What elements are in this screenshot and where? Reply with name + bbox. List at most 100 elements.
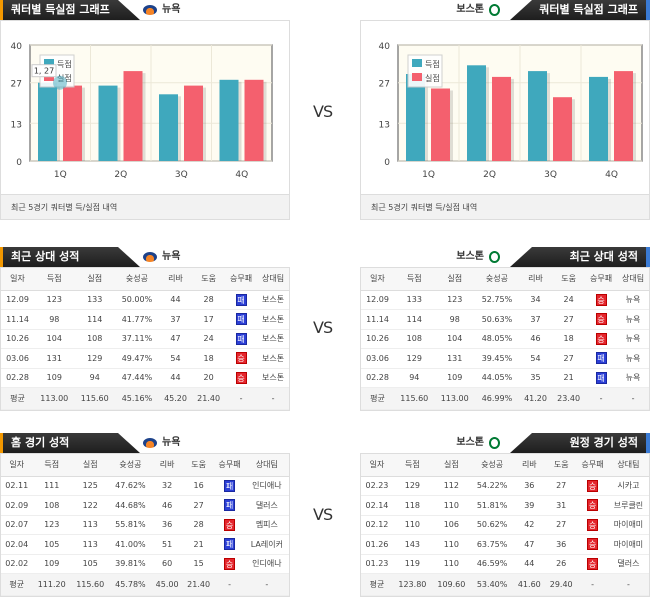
table-cell: 44 (513, 554, 546, 574)
column-header: 실점 (431, 454, 471, 477)
recent-right-panel: 최근 상대 성적 보스톤 일자 득점 실점 슛성공 리바 도움 승무패 상대팀 12.09 133… (360, 247, 650, 411)
average-row: 평균 115.60 113.00 46.99% 41.20 23.40- - (361, 387, 649, 410)
table-cell: 20 (192, 368, 226, 388)
result-badge: 패 (224, 479, 236, 492)
knicks-logo-icon (143, 438, 157, 448)
result-badge: 승 (587, 479, 599, 492)
legend-swatch (412, 59, 422, 67)
table-cell: 112 (431, 476, 471, 496)
result-badge: 패 (595, 352, 607, 365)
table-cell: 36 (151, 515, 183, 535)
table-cell: 24 (552, 290, 586, 310)
table-cell: 48.05% (474, 329, 519, 349)
table-cell: 02.09 (1, 495, 33, 516)
table-cell: 113 (70, 515, 110, 535)
average-cell: 111.20 (32, 573, 71, 596)
table-cell: 02.04 (1, 534, 33, 555)
result-cell: 패 (214, 476, 245, 496)
table-cell: 125 (70, 476, 110, 496)
average-cell: 115.60 (74, 387, 115, 410)
home-left-panel: 홈 경기 성적 뉴욕 일자 득점 실점 슛성공 리바 도움 승무패 상대팀 02.11 111 12… (0, 433, 290, 597)
stats-table: 일자 득점 실점 슛성공 리바 도움 승무패 상대팀 12.09 133 123 52.75% 34 24… (361, 268, 649, 410)
table-cell: 44 (158, 290, 193, 310)
column-header: 리바 (513, 454, 546, 477)
average-row: 평균 111.20 115.60 45.78% 45.00 21.40- - (1, 573, 289, 596)
bar-allowed (184, 85, 203, 161)
column-header: 도움 (192, 268, 226, 291)
average-row: 평균 123.80 109.60 53.40% 41.60 29.40- - (361, 573, 649, 596)
column-header: 리바 (518, 268, 553, 291)
bar-scored (406, 74, 425, 161)
result-badge: 승 (235, 371, 247, 384)
table-cell: 시카고 (607, 476, 649, 496)
table-row: 12.09 123 133 50.00% 44 28 패 보스톤 (1, 290, 289, 310)
table-cell: 10.26 (1, 329, 35, 349)
table-cell: 110 (431, 495, 471, 516)
table-cell: 94 (394, 368, 435, 388)
table-cell: 18 (192, 348, 226, 369)
column-header: 상대팀 (244, 454, 289, 477)
vs-label: VS (313, 318, 333, 337)
table-cell: 122 (70, 495, 110, 516)
team-name: 뉴욕 (162, 4, 181, 15)
column-header: 슛성공 (114, 268, 159, 291)
celtics-logo-icon (489, 437, 500, 449)
x-tick-label: 1Q (422, 170, 435, 180)
tooltip-text: 1, 27 (34, 67, 54, 76)
average-cell: - (225, 387, 258, 410)
average-cell: - (577, 573, 608, 596)
table-row: 01.23 119 110 46.59% 44 26 승 댈러스 (361, 554, 649, 574)
column-header: 승무패 (225, 268, 258, 291)
table-cell: 02.28 (361, 368, 395, 388)
result-cell: 승 (585, 309, 618, 330)
legend-label: 득점 (57, 59, 72, 69)
result-badge: 승 (595, 313, 607, 326)
table-cell: 마이애미 (607, 515, 649, 535)
average-cell: - (244, 573, 289, 596)
table-cell: 108 (32, 495, 71, 516)
table-cell: 31 (545, 495, 578, 516)
table-cell: 12.09 (361, 290, 395, 310)
table-cell: 123 (32, 515, 71, 535)
table-header-row: 일자 득점 실점 슛성공 리바 도움 승무패 상대팀 (1, 454, 289, 477)
bar-allowed (244, 79, 264, 161)
result-cell: 승 (225, 348, 258, 369)
table-cell: 47.62% (109, 476, 152, 496)
result-cell: 승 (577, 495, 608, 516)
bar-scored (528, 71, 547, 161)
table-cell: 108 (74, 329, 115, 349)
bar-scored (219, 79, 239, 161)
tooltip (31, 64, 57, 78)
section-tab: 쿼터별 득실점 그래프 (510, 0, 650, 20)
table-cell: 27 (182, 495, 215, 516)
vs-label: VS (313, 102, 333, 121)
vs-label: VS (313, 505, 333, 524)
table-cell: 27 (545, 515, 578, 535)
table-cell: 인디애나 (244, 476, 289, 496)
table-cell: 브루클린 (607, 495, 649, 516)
table-cell: 37 (518, 309, 553, 330)
table-cell: 27 (552, 309, 586, 330)
result-badge: 패 (595, 371, 607, 384)
table-cell: 21 (182, 534, 215, 555)
result-badge: 패 (224, 538, 236, 551)
table-cell: 보스톤 (257, 329, 289, 349)
table-cell: 131 (34, 348, 75, 369)
table-cell: 110 (431, 534, 471, 555)
bar-allowed (63, 85, 82, 161)
stats-table: 일자 득점 실점 슛성공 리바 도움 승무패 상대팀 12.09 123 133 50.00% 44 28… (1, 268, 289, 410)
average-cell: 평균 (361, 573, 393, 596)
table-header-row: 일자 득점 실점 슛성공 리바 도움 승무패 상대팀 (361, 454, 649, 477)
table-cell: 15 (182, 554, 215, 574)
team-name: 보스톤 (456, 4, 484, 15)
column-header: 승무패 (585, 268, 618, 291)
average-cell: 45.20 (158, 387, 193, 410)
table-cell: 106 (431, 515, 471, 535)
table-cell: 01.23 (361, 554, 393, 574)
table-cell: 129 (394, 348, 435, 369)
table-cell: 63.75% (470, 534, 514, 555)
table-cell: 10.26 (361, 329, 395, 349)
table-cell: 39.81% (109, 554, 152, 574)
hover-point (53, 75, 67, 90)
y-tick-label: 13 (11, 120, 22, 130)
